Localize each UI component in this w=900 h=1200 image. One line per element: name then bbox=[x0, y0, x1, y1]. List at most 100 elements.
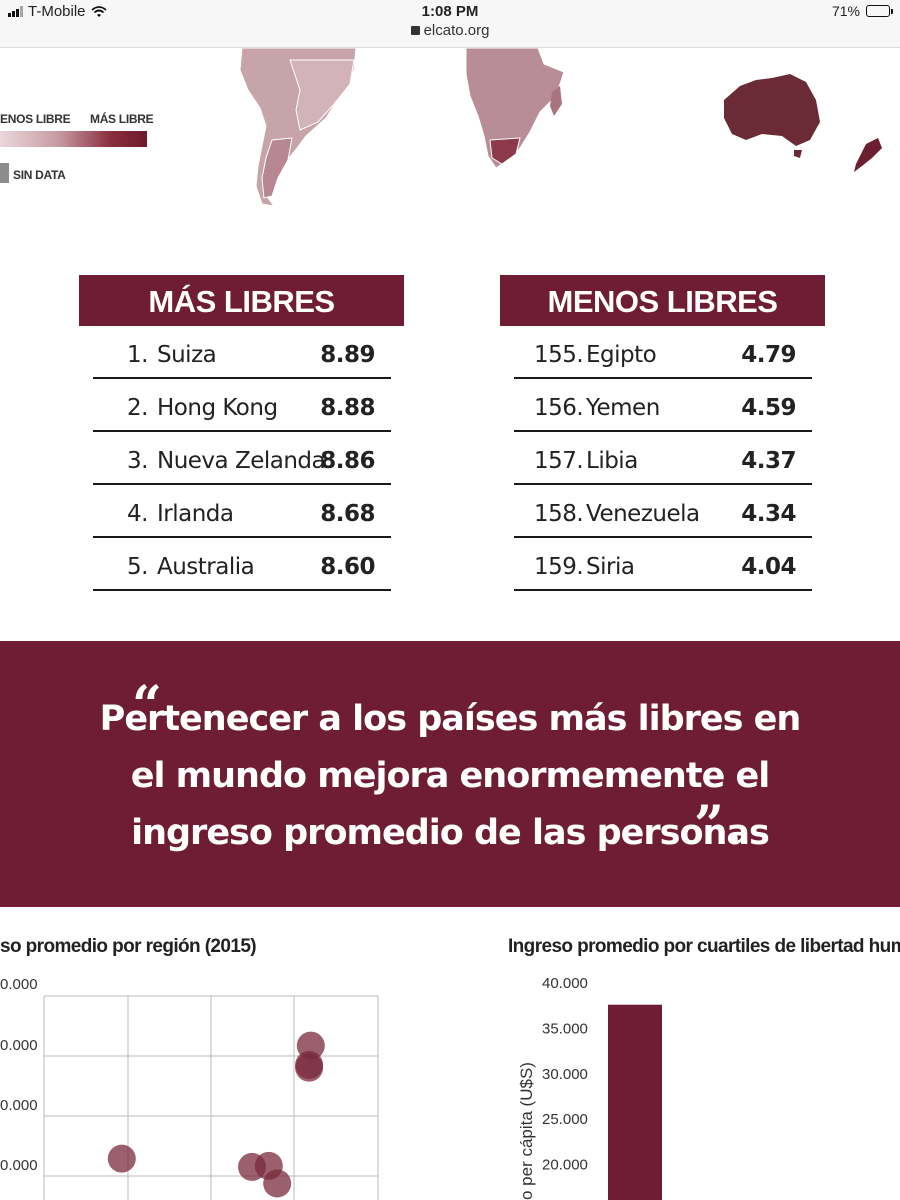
most-free-table: MÁS LIBRES 1. Suiza 8.89 2. Hong Kong 8.88 3. N… bbox=[79, 275, 404, 591]
bar-ylabel: o per cápita (U$S) bbox=[517, 1062, 536, 1200]
ranking-row: 157. Libia 4.37 bbox=[514, 432, 812, 485]
bar-ytick-label: 40.000 bbox=[542, 975, 588, 992]
ranking-country: Yemen bbox=[586, 395, 660, 421]
least-free-table: MENOS LIBRES 155. Egipto 4.79 156. Yemen 4.59… bbox=[500, 275, 825, 591]
ranking-score: 4.04 bbox=[741, 554, 796, 580]
scatter-point bbox=[263, 1169, 292, 1198]
map-tasmania bbox=[794, 150, 802, 158]
ranking-row: 3. Nueva Zelanda 8.86 bbox=[93, 432, 391, 485]
ranking-country: Libia bbox=[586, 448, 638, 474]
world-map: ENOS LIBRE MÁS LIBRE SIN DATA bbox=[0, 48, 900, 218]
quote-line-3: ingreso promedio de las personas bbox=[131, 813, 770, 853]
scatter-ytick-label: 0.000 bbox=[0, 976, 38, 993]
most-free-title: MÁS LIBRES bbox=[79, 275, 404, 326]
lock-icon bbox=[410, 26, 420, 35]
ranking-country: Australia bbox=[157, 554, 255, 580]
scatter-point bbox=[107, 1144, 136, 1173]
map-south-africa bbox=[489, 137, 521, 165]
ranking-position: 156. bbox=[534, 395, 584, 421]
ranking-country: Venezuela bbox=[586, 501, 700, 527]
ranking-score: 4.79 bbox=[741, 342, 796, 368]
most-free-list: 1. Suiza 8.89 2. Hong Kong 8.88 3. Nueva Zeland… bbox=[93, 326, 391, 591]
ranking-row: 155. Egipto 4.79 bbox=[514, 326, 812, 379]
clock: 1:08 PM bbox=[421, 3, 479, 20]
ranking-score: 8.88 bbox=[320, 395, 375, 421]
scatter-ytick-label: 0.000 bbox=[0, 1157, 38, 1174]
ranking-score: 4.37 bbox=[741, 448, 796, 474]
ranking-score: 4.34 bbox=[741, 501, 796, 527]
bar-chart: o per cápita (U$S) 40.000 35.000 30.000 25.… bbox=[517, 975, 662, 1200]
bar-ytick-label: 25.000 bbox=[542, 1111, 588, 1128]
ranking-position: 3. bbox=[127, 448, 148, 474]
battery-percent: 71% bbox=[831, 3, 860, 19]
ranking-row: 2. Hong Kong 8.88 bbox=[93, 379, 391, 432]
ranking-row: 1. Suiza 8.89 bbox=[93, 326, 391, 379]
ranking-score: 8.60 bbox=[320, 554, 375, 580]
bar-mark bbox=[608, 1004, 662, 1200]
ranking-row: 4. Irlanda 8.68 bbox=[93, 485, 391, 538]
least-free-title: MENOS LIBRES bbox=[500, 275, 825, 326]
bar-ticks: 40.000 35.000 30.000 25.000 20.000 bbox=[542, 975, 588, 1174]
scatter-point bbox=[295, 1050, 324, 1079]
scatter-chart-title: so promedio por región (2015) bbox=[0, 936, 257, 957]
map-shapes bbox=[239, 48, 882, 207]
carrier-name: T-Mobile bbox=[28, 3, 86, 20]
map-argentina bbox=[261, 137, 293, 199]
map-new-zealand bbox=[854, 138, 882, 172]
ranking-country: Hong Kong bbox=[157, 395, 278, 421]
ranking-position: 157. bbox=[534, 448, 584, 474]
signal-icon bbox=[8, 6, 23, 17]
scatter-ytick-label: 0.000 bbox=[0, 1097, 38, 1114]
ranking-position: 4. bbox=[127, 501, 148, 527]
close-quote-mark: ”. bbox=[694, 795, 743, 856]
ranking-position: 5. bbox=[127, 554, 148, 580]
open-quote-mark: “ bbox=[132, 675, 162, 736]
map-madagascar bbox=[550, 86, 562, 116]
bar-ytick-label: 35.000 bbox=[542, 1020, 588, 1037]
quote-line-2: el mundo mejora enormemente el bbox=[130, 756, 771, 796]
legend-nodata-label: SIN DATA bbox=[13, 168, 66, 182]
ranking-country: Irlanda bbox=[157, 501, 234, 527]
status-left: T-Mobile bbox=[8, 3, 107, 20]
bar-chart-title: Ingreso promedio por cuartiles de libert… bbox=[508, 936, 900, 957]
ranking-row: 156. Yemen 4.59 bbox=[514, 379, 812, 432]
ranking-score: 8.86 bbox=[320, 448, 375, 474]
least-free-list: 155. Egipto 4.79 156. Yemen 4.59 157. Libia 4.37… bbox=[514, 326, 812, 591]
bar-ytick-label: 20.000 bbox=[542, 1157, 588, 1174]
ranking-row: 5. Australia 8.60 bbox=[93, 538, 391, 591]
ranking-country: Siria bbox=[586, 554, 635, 580]
scatter-grid bbox=[43, 995, 379, 1200]
bar-marks bbox=[608, 1004, 662, 1200]
address-bar[interactable]: elcato.org bbox=[0, 22, 900, 39]
ranking-row: 159. Siria 4.04 bbox=[514, 538, 812, 591]
wifi-icon bbox=[90, 5, 107, 17]
status-right: 71% bbox=[831, 3, 893, 19]
ranking-score: 4.59 bbox=[741, 395, 796, 421]
ranking-position: 1. bbox=[127, 342, 148, 368]
ranking-country: Egipto bbox=[586, 342, 657, 368]
scatter-points bbox=[107, 1031, 325, 1198]
ranking-position: 155. bbox=[534, 342, 584, 368]
ranking-position: 158. bbox=[534, 501, 584, 527]
ranking-country: Nueva Zelanda bbox=[157, 448, 326, 474]
scatter-chart bbox=[43, 995, 379, 1200]
legend-gradient bbox=[0, 131, 147, 147]
scatter-ytick-label: 0.000 bbox=[0, 1037, 38, 1054]
bar-ytick-label: 30.000 bbox=[542, 1066, 588, 1083]
map-brazil bbox=[289, 59, 355, 131]
ranking-position: 159. bbox=[534, 554, 584, 580]
status-bar: T-Mobile 1:08 PM elcato.org 71% bbox=[0, 0, 900, 48]
legend-min-label: ENOS LIBRE bbox=[0, 112, 71, 126]
url-text: elcato.org bbox=[423, 22, 490, 39]
battery-icon bbox=[866, 5, 893, 17]
legend-max-label: MÁS LIBRE bbox=[90, 112, 154, 126]
ranking-score: 8.89 bbox=[320, 342, 375, 368]
ranking-position: 2. bbox=[127, 395, 148, 421]
map-australia bbox=[724, 74, 820, 146]
ranking-row: 158. Venezuela 4.34 bbox=[514, 485, 812, 538]
quote-line-1: Pertenecer a los países más libres en bbox=[99, 699, 802, 739]
ranking-score: 8.68 bbox=[320, 501, 375, 527]
quote-banner: “ Pertenecer a los países más libres en … bbox=[0, 641, 900, 907]
ranking-country: Suiza bbox=[157, 342, 217, 368]
legend-nodata-swatch bbox=[0, 163, 9, 183]
